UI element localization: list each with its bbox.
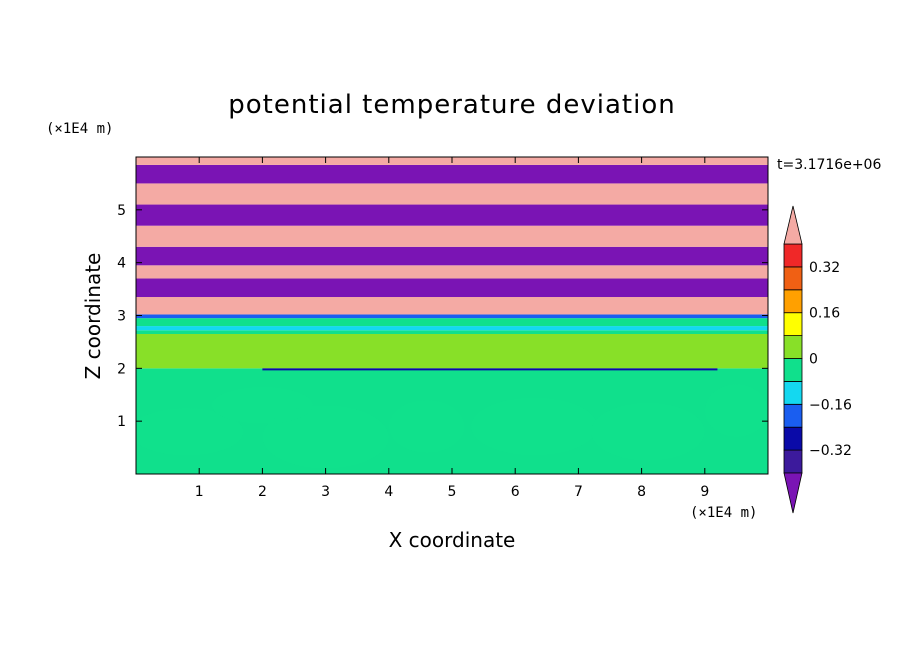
x-tick-label: 8 (637, 484, 646, 500)
field-band (136, 333, 768, 369)
field-band (136, 225, 768, 247)
x-tick-label: 2 (258, 484, 267, 500)
colorbar-box (783, 312, 803, 337)
x-tick-label: 4 (384, 484, 393, 500)
y-axis: 1 2 3 4 5 (117, 203, 768, 430)
colorbar-extend-high (783, 205, 803, 245)
colorbar-box (783, 243, 803, 268)
field-band (136, 314, 768, 319)
colorbar-box (783, 449, 803, 474)
field-band (136, 183, 768, 205)
colorbar-label: 0.16 (809, 306, 840, 322)
x-unit-label: (×1E4 m) (690, 505, 757, 521)
colorbar-box (783, 426, 803, 451)
field-blob (470, 397, 598, 456)
colorbar-box (783, 403, 803, 428)
colorbar-extend-low (783, 472, 803, 514)
chart-title: potential temperature deviation (228, 90, 675, 120)
field-blob (211, 386, 313, 424)
field-band (136, 164, 768, 184)
y-axis-label: Z coordinate (81, 253, 105, 380)
field-band (136, 246, 768, 266)
field-blob (591, 402, 705, 461)
field-band (136, 297, 768, 315)
field-band (136, 265, 768, 279)
colorbar-label: 0 (809, 352, 818, 368)
colorbar-box (783, 358, 803, 382)
field-blob (262, 405, 389, 469)
field-blob (388, 400, 465, 453)
x-tick-label: 7 (574, 484, 583, 500)
y-tick-label: 1 (117, 414, 126, 430)
y-tick-label: 3 (117, 309, 126, 325)
colorbar: 0.32 0.16 0 −0.16 −0.32 (783, 205, 852, 514)
colorbar-box (783, 289, 803, 314)
y-tick-label: 2 (117, 361, 126, 377)
field-band (136, 330, 768, 334)
field-band (136, 326, 768, 331)
colorbar-label: 0.32 (809, 260, 840, 276)
x-axis: 1 2 3 4 5 6 7 8 9 (195, 157, 709, 500)
y-tick-label: 5 (117, 203, 126, 219)
x-axis-label: X coordinate (389, 528, 516, 552)
field-band (136, 204, 768, 226)
y-unit-label: (×1E4 m) (46, 121, 113, 137)
x-tick-label: 1 (195, 484, 204, 500)
field-band (136, 318, 768, 327)
x-tick-label: 3 (321, 484, 330, 500)
field-blob (136, 407, 244, 456)
colorbar-box (783, 380, 803, 405)
x-tick-label: 9 (700, 484, 709, 500)
colorbar-box (783, 335, 803, 359)
x-tick-label: 6 (511, 484, 520, 500)
field-blob (704, 384, 768, 438)
x-tick-label: 5 (448, 484, 457, 500)
colorbar-label: −0.32 (809, 443, 852, 459)
time-label: t=3.1716e+06 (777, 157, 881, 173)
colorbar-label: −0.16 (809, 397, 852, 413)
field-band (136, 278, 768, 298)
colorbar-box (783, 266, 803, 291)
y-tick-label: 4 (117, 256, 126, 272)
plot-area (136, 157, 768, 474)
